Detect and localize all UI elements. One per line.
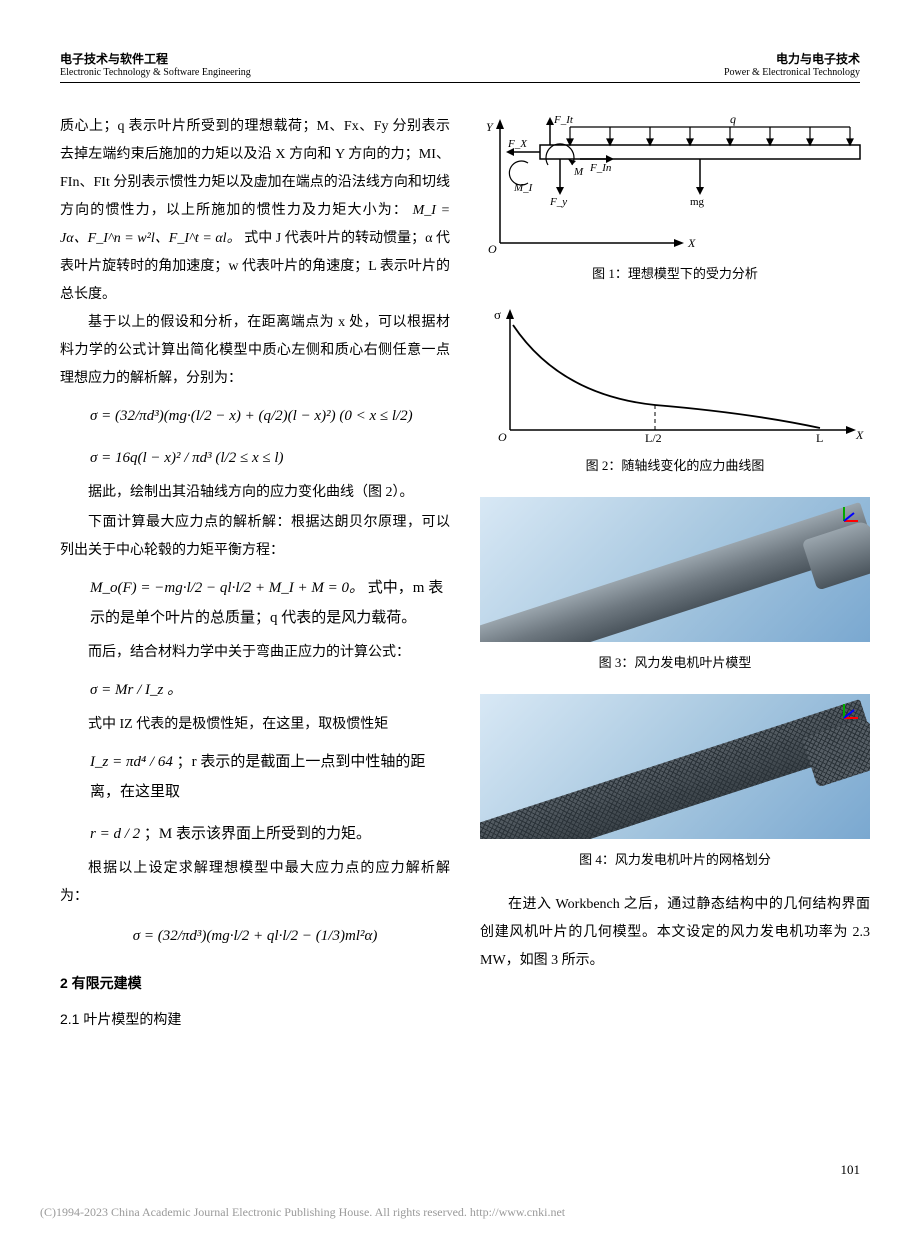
para-bottom: 在进入 Workbench 之后，通过静态结构中的几何结构界面创建风机叶片的几何… <box>480 891 870 975</box>
formula-final: σ = (32/πd³)(mg·l/2 + ql·l/2 − (1/3)ml²α… <box>60 913 450 959</box>
para-1: 质心上；q 表示叶片所受到的理想载荷；M、Fx、Fy 分别表示去掉左端约束后施加… <box>60 113 450 309</box>
svg-text:σ: σ <box>494 307 501 322</box>
journal-title-cn: 电子技术与软件工程 <box>60 50 251 67</box>
figure-2-svg: σ O X L/2 L <box>480 305 870 445</box>
formula-r-text: r = d / 2 <box>90 826 140 842</box>
formula-sigma-2: σ = 16q(l − x)² / πd³ (l/2 ≤ x ≤ l) <box>60 437 450 479</box>
formula-iz-text: I_z = πd⁴ / 64 <box>90 754 173 770</box>
right-column: Y X O q <box>480 113 870 1039</box>
page-number: 101 <box>841 1162 861 1178</box>
figure-1-caption: 图 1：理想模型下的受力分析 <box>480 261 870 287</box>
svg-text:L/2: L/2 <box>645 431 662 445</box>
section-title-en: Power & Electronical Technology <box>724 67 860 78</box>
para-1-text: 质心上；q 表示叶片所受到的理想载荷；M、Fx、Fy 分别表示去掉左端约束后施加… <box>60 119 450 218</box>
svg-text:M: M <box>573 166 584 178</box>
svg-text:F_X: F_X <box>507 138 528 150</box>
para-4: 下面计算最大应力点的解析解：根据达朗贝尔原理，可以列出关于中心轮毂的力矩平衡方程… <box>60 509 450 565</box>
svg-text:M_I: M_I <box>513 182 534 194</box>
formula-sigma-1: σ = (32/πd³)(mg·(l/2 − x) + (q/2)(l − x)… <box>60 395 450 437</box>
section-2-heading: 2 有限元建模 <box>60 969 450 997</box>
left-column: 质心上；q 表示叶片所受到的理想载荷；M、Fx、Fy 分别表示去掉左端约束后施加… <box>60 113 450 1039</box>
para-5: 而后，结合材料力学中关于弯曲正应力的计算公式： <box>60 639 450 667</box>
figure-2-caption: 图 2：随轴线变化的应力曲线图 <box>480 453 870 479</box>
figure-1-svg: Y X O q <box>480 113 870 253</box>
para-2: 基于以上的假设和分析，在距离端点为 x 处，可以根据材料力学的公式计算出简化模型… <box>60 309 450 393</box>
svg-text:O: O <box>498 430 507 444</box>
svg-text:F_y: F_y <box>549 196 567 208</box>
para-6c-text: ；M 表示该界面上所受到的力矩。 <box>144 826 371 842</box>
figure-4-caption: 图 4：风力发电机叶片的网格划分 <box>480 847 870 873</box>
section-title-cn: 电力与电子技术 <box>724 50 860 67</box>
formula-moment-text: M_o(F) = −mg·l/2 − ql·l/2 + M_I + M = 0。 <box>90 580 364 596</box>
content-area: 质心上；q 表示叶片所受到的理想载荷；M、Fx、Fy 分别表示去掉左端约束后施加… <box>60 113 860 1039</box>
svg-text:L: L <box>816 431 823 445</box>
para-6: 式中 IZ 代表的是极惯性矩，在这里，取极惯性矩 <box>60 711 450 739</box>
svg-text:mg: mg <box>690 196 705 208</box>
svg-text:X: X <box>687 236 696 250</box>
formula-iz: I_z = πd⁴ / 64 ；r 表示的是截面上一点到中性轴的距离，在这里取 <box>60 741 450 813</box>
formula-sigma-bending: σ = Mr / I_z 。 <box>60 669 450 711</box>
para-3: 据此，绘制出其沿轴线方向的应力变化曲线（图 2）。 <box>60 479 450 507</box>
figure-2: σ O X L/2 L <box>480 305 870 445</box>
svg-text:F_It: F_It <box>553 114 574 126</box>
formula-moment: M_o(F) = −mg·l/2 − ql·l/2 + M_I + M = 0。… <box>60 567 450 639</box>
figure-3-caption: 图 3：风力发电机叶片模型 <box>480 650 870 676</box>
footer-copyright: (C)1994-2023 China Academic Journal Elec… <box>40 1205 565 1220</box>
axis-triad-icon <box>840 700 862 722</box>
svg-text:X: X <box>855 428 864 442</box>
svg-text:O: O <box>488 242 497 253</box>
formula-r: r = d / 2 ；M 表示该界面上所受到的力矩。 <box>60 813 450 855</box>
para-7: 根据以上设定求解理想模型中最大应力点的应力解析解为： <box>60 855 450 911</box>
svg-text:F_In: F_In <box>589 162 612 174</box>
header-right: 电力与电子技术 Power & Electronical Technology <box>724 50 860 78</box>
figure-4 <box>480 694 870 839</box>
journal-title-en: Electronic Technology & Software Enginee… <box>60 67 251 78</box>
svg-text:Y: Y <box>486 120 494 134</box>
page-header: 电子技术与软件工程 Electronic Technology & Softwa… <box>60 50 860 83</box>
figure-3 <box>480 497 870 642</box>
axis-triad-icon <box>840 503 862 525</box>
svg-text:q: q <box>730 113 736 126</box>
section-2-1-heading: 2.1 叶片模型的构建 <box>60 1005 450 1033</box>
figure-1: Y X O q <box>480 113 870 253</box>
header-left: 电子技术与软件工程 Electronic Technology & Softwa… <box>60 50 251 78</box>
